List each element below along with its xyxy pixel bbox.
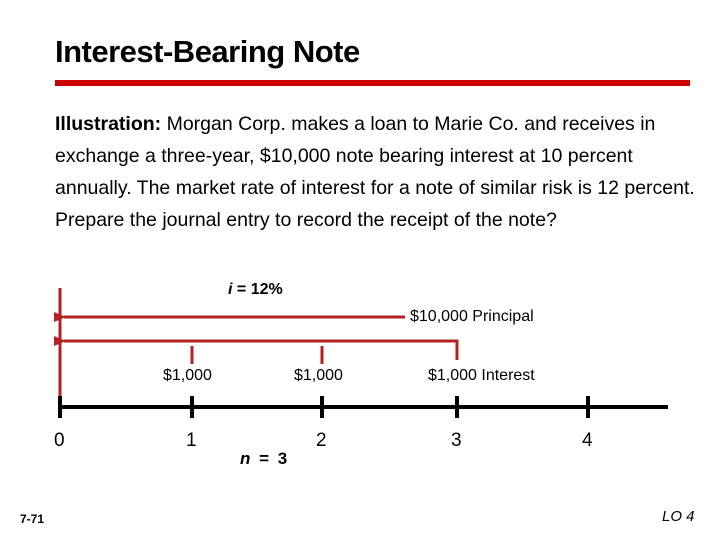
payment-amount-1: $1,000 <box>163 367 212 384</box>
period-label-2: 2 <box>316 430 327 451</box>
title-divider <box>55 80 690 86</box>
interest-arrow <box>54 336 459 360</box>
learning-objective-label: LO 4 <box>662 508 695 525</box>
period-label-4: 4 <box>582 430 593 451</box>
period-label-0: 0 <box>54 430 65 451</box>
n-value: = 3 <box>252 449 290 468</box>
number-of-periods-label: n = 3 <box>240 449 289 469</box>
slide-title: Interest-Bearing Note <box>55 34 360 69</box>
period-label-3: 3 <box>451 430 462 451</box>
period-label-1: 1 <box>186 430 197 451</box>
illustration-text: Morgan Corp. makes a loan to Marie Co. a… <box>55 113 695 231</box>
rate-symbol: i <box>228 281 233 298</box>
illustration-label: Illustration: <box>55 113 162 135</box>
payment-amount-2: $1,000 <box>294 367 343 384</box>
principal-label: $10,000 Principal <box>410 308 534 325</box>
rate-value: = 12% <box>232 281 283 298</box>
illustration-paragraph: Illustration: Morgan Corp. makes a loan … <box>55 108 695 236</box>
slide-number: 7-71 <box>20 512 45 526</box>
payment-amount-3: $1,000 Interest <box>428 367 535 384</box>
interest-rate-label: i = 12% <box>228 281 283 299</box>
n-symbol: n <box>240 449 253 468</box>
